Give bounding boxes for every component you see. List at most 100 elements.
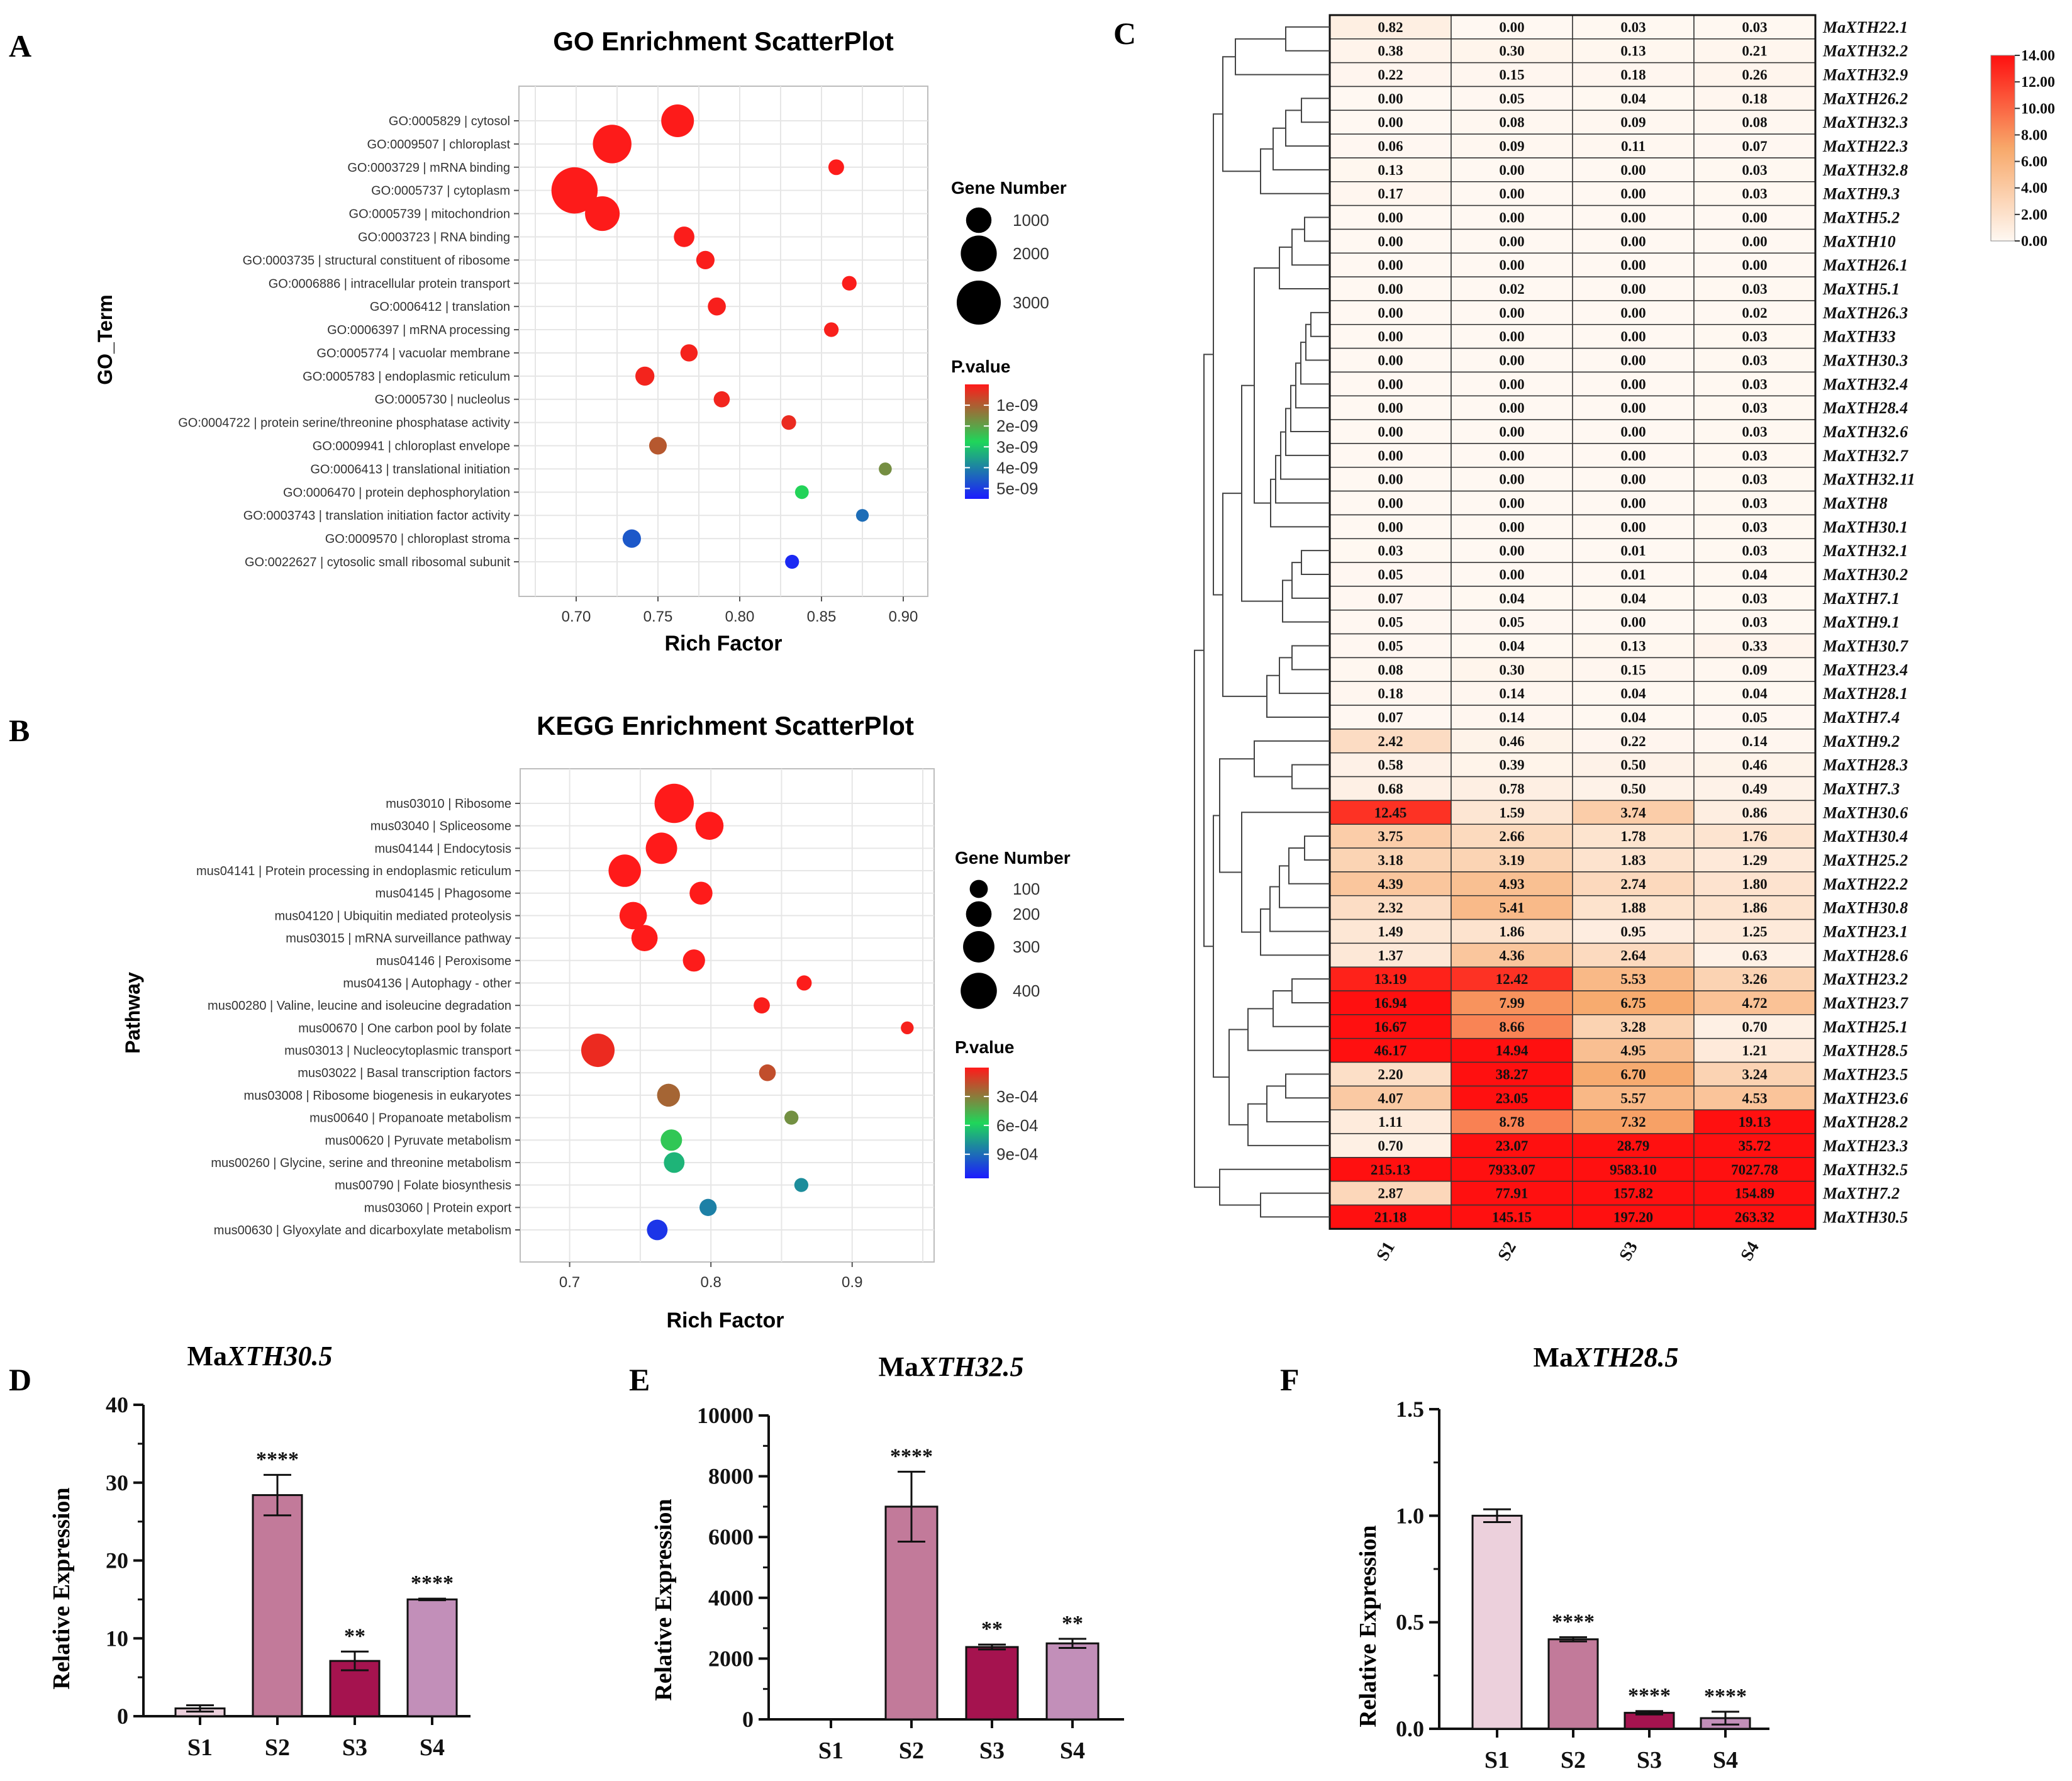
e-significance-mark: ** bbox=[1062, 1612, 1083, 1635]
b-size-legend-label: 300 bbox=[1013, 937, 1040, 956]
a-term-label: GO:0003743 | translation initiation fact… bbox=[243, 509, 510, 523]
heatmap-cell-value: 263.32 bbox=[1735, 1209, 1774, 1225]
heatmap-cell bbox=[1451, 538, 1573, 563]
heatmap-cell bbox=[1693, 776, 1816, 801]
b-enrichment-point bbox=[901, 1021, 914, 1035]
heatmap-cell-value: 0.00 bbox=[1620, 305, 1646, 321]
heatmap-cell-value: 0.00 bbox=[1742, 233, 1767, 249]
heatmap-gene-label: MaXTH28.4 bbox=[1822, 399, 1908, 417]
heatmap-cell-value: 0.03 bbox=[1620, 20, 1646, 35]
heatmap-cell bbox=[1572, 395, 1695, 420]
heatmap-cell-value: 8.78 bbox=[1499, 1114, 1524, 1130]
a-term-label: GO:0003729 | mRNA binding bbox=[347, 161, 510, 175]
b-term-label: mus04144 | Endocytosis bbox=[374, 842, 511, 856]
dendrogram-branch bbox=[1290, 384, 1330, 433]
b-size-legend-label: 100 bbox=[1013, 879, 1040, 898]
heatmap-cell-value: 3.28 bbox=[1620, 1019, 1646, 1035]
heatmap-cell-value: 0.00 bbox=[1378, 114, 1403, 130]
heatmap-cell bbox=[1572, 300, 1695, 325]
heatmap-gene-label: MaXTH32.6 bbox=[1822, 423, 1908, 441]
b-term-label: mus03040 | Spliceosome bbox=[370, 820, 511, 834]
heatmap-cell bbox=[1693, 562, 1816, 587]
dendrogram-branch bbox=[1279, 865, 1330, 908]
heatmap-cell-value: 1.25 bbox=[1742, 924, 1767, 939]
heatmap-cell-value: 0.02 bbox=[1499, 281, 1524, 297]
heatmap-cell bbox=[1572, 204, 1695, 230]
e-y-tick-label: 8000 bbox=[708, 1464, 754, 1489]
dendrogram-branch bbox=[1266, 1085, 1330, 1123]
heatmap-gene-label: MaXTH22.1 bbox=[1822, 18, 1908, 36]
heatmap-cell-value: 0.50 bbox=[1620, 757, 1646, 773]
heatmap-cell bbox=[1693, 729, 1816, 754]
heatmap-cell-value: 6.75 bbox=[1620, 995, 1646, 1011]
a-enrichment-point bbox=[781, 415, 796, 430]
heatmap-cell-value: 0.09 bbox=[1742, 662, 1767, 678]
panel-label-c: C bbox=[1113, 16, 1136, 51]
panel-label-b: B bbox=[9, 713, 30, 748]
heatmap-cell-value: 0.01 bbox=[1620, 543, 1646, 559]
heatmap-column-label: S3 bbox=[1615, 1239, 1642, 1265]
heatmap-cell bbox=[1451, 181, 1573, 206]
kegg-x-axis-label: Rich Factor bbox=[666, 1309, 784, 1332]
heatmap-cell-value: 0.00 bbox=[1620, 400, 1646, 416]
heatmap-cell-value: 0.00 bbox=[1499, 210, 1524, 226]
heatmap-gene-label: MaXTH30.8 bbox=[1822, 899, 1908, 917]
heatmap-gene-label: MaXTH9.1 bbox=[1822, 613, 1900, 632]
heatmap-cell-value: 0.00 bbox=[1620, 233, 1646, 249]
heatmap-cell-value: 0.04 bbox=[1499, 638, 1525, 654]
a-term-label: GO:0005730 | nucleolus bbox=[375, 393, 510, 407]
heatmap-cell-value: 0.15 bbox=[1620, 662, 1646, 678]
heatmap-cell-value: 0.22 bbox=[1378, 67, 1403, 83]
b-colorbar-label: 3e-04 bbox=[996, 1087, 1039, 1106]
heatmap-cell-value: 0.03 bbox=[1742, 543, 1767, 559]
heatmap-cell bbox=[1693, 1061, 1816, 1087]
heatmap-cell bbox=[1693, 918, 1816, 944]
heatmap-cell-value: 1.59 bbox=[1499, 805, 1524, 820]
b-term-label: mus04141 | Protein processing in endopla… bbox=[196, 864, 511, 878]
heatmap-gene-label: MaXTH30.6 bbox=[1822, 803, 1908, 822]
f-significance-mark: **** bbox=[1628, 1684, 1671, 1707]
heatmap-cell bbox=[1329, 942, 1452, 968]
e-significance-mark: **** bbox=[890, 1444, 933, 1468]
heatmap-cell-value: 0.00 bbox=[1378, 91, 1403, 106]
a-enrichment-point bbox=[622, 529, 641, 548]
d-y-tick-label: 30 bbox=[106, 1470, 128, 1495]
heatmap-cell bbox=[1572, 181, 1695, 206]
a-size-legend-dot bbox=[956, 280, 1001, 325]
d-x-tick-label: S3 bbox=[342, 1734, 367, 1761]
heatmap-cell bbox=[1451, 586, 1573, 611]
heatmap-cell-value: 0.01 bbox=[1620, 567, 1646, 583]
heatmap-cell bbox=[1693, 871, 1816, 896]
b-term-label: mus00630 | Glyoxylate and dicarboxylate … bbox=[214, 1224, 511, 1237]
heatmap-cell-value: 0.26 bbox=[1742, 67, 1767, 83]
heatmap-cell-value: 0.00 bbox=[1378, 329, 1403, 345]
panel-label-f: F bbox=[1280, 1362, 1300, 1397]
f-y-tick-label: 1.0 bbox=[1396, 1503, 1424, 1528]
heatmap-cell-value: 5.41 bbox=[1499, 900, 1524, 916]
kegg-color-legend-title: P.value bbox=[955, 1037, 1014, 1057]
heatmap-cell-value: 0.08 bbox=[1378, 662, 1403, 678]
go-y-axis-label: GO_Term bbox=[94, 294, 116, 384]
heatmap-cell-value: 0.03 bbox=[1742, 400, 1767, 416]
b-enrichment-point bbox=[695, 812, 724, 840]
heatmap-cell bbox=[1693, 681, 1816, 706]
heatmap-cell-value: 0.00 bbox=[1742, 257, 1767, 273]
heatmap-scale-label: 12.00 bbox=[2021, 74, 2055, 91]
heatmap-cell-value: 0.50 bbox=[1620, 781, 1646, 796]
heatmap-cell-value: 1.86 bbox=[1742, 900, 1767, 916]
heatmap-scale-label: 14.00 bbox=[2021, 48, 2055, 64]
heatmap-cell-value: 0.03 bbox=[1742, 424, 1767, 440]
b-x-tick-label: 0.7 bbox=[559, 1274, 580, 1291]
d-x-tick-label: S4 bbox=[420, 1734, 445, 1761]
bar-chart-title-e: MaXTH32.5 bbox=[879, 1351, 1024, 1382]
heatmap-cell-value: 0.30 bbox=[1499, 662, 1524, 678]
a-enrichment-point bbox=[649, 437, 667, 455]
f-significance-mark: **** bbox=[1704, 1685, 1747, 1708]
heatmap-gene-label: MaXTH23.5 bbox=[1822, 1065, 1908, 1083]
heatmap-gene-label: MaXTH9.3 bbox=[1822, 185, 1900, 203]
heatmap-cell bbox=[1693, 181, 1816, 206]
heatmap-gene-label: MaXTH23.1 bbox=[1822, 922, 1908, 941]
b-term-label: mus00790 | Folate biosynthesis bbox=[335, 1179, 511, 1193]
heatmap-cell bbox=[1451, 228, 1573, 254]
a-term-label: GO:0005737 | cytoplasm bbox=[371, 184, 510, 198]
